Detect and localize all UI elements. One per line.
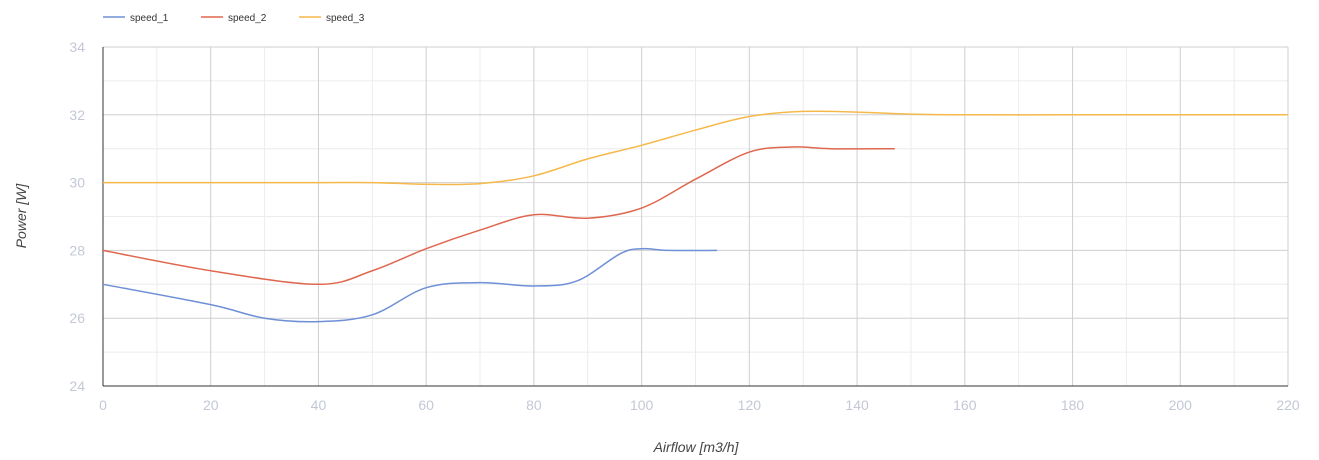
x-tick-label: 60 <box>418 397 434 413</box>
x-tick-label: 100 <box>630 397 654 413</box>
x-axis-title: Airflow [m3/h] <box>653 439 740 455</box>
y-tick-labels: 24 26 28 30 32 34 <box>69 39 85 394</box>
y-tick-label: 28 <box>69 242 85 258</box>
y-tick-label: 30 <box>69 175 85 191</box>
y-tick-label: 32 <box>69 107 85 123</box>
legend-label: speed_3 <box>326 13 365 24</box>
x-tick-label: 220 <box>1276 397 1300 413</box>
x-tick-label: 140 <box>845 397 869 413</box>
series-line-speed_1 <box>102 247 718 323</box>
legend-item-speed_1: speed_1 <box>103 13 169 24</box>
x-tick-label: 0 <box>99 397 107 413</box>
x-tick-label: 160 <box>953 397 977 413</box>
legend-label: speed_2 <box>228 13 267 24</box>
x-tick-label: 120 <box>738 397 762 413</box>
series-line-speed_2 <box>102 146 895 286</box>
x-tick-labels: 0 20 40 60 80 100 120 140 160 180 200 220 <box>99 397 1300 413</box>
y-tick-label: 24 <box>69 378 85 394</box>
x-tick-label: 40 <box>311 397 327 413</box>
legend-item-speed_3: speed_3 <box>299 13 365 24</box>
grid-minor <box>103 47 1288 386</box>
x-tick-label: 180 <box>1061 397 1085 413</box>
legend-label: speed_1 <box>130 13 169 24</box>
x-tick-label: 80 <box>526 397 542 413</box>
x-tick-label: 20 <box>203 397 219 413</box>
series-line-speed_3 <box>103 110 1288 186</box>
legend-item-speed_2: speed_2 <box>201 13 267 24</box>
legend: speed_1 speed_2 speed_3 <box>103 13 365 24</box>
y-tick-label: 34 <box>69 39 85 55</box>
x-tick-label: 200 <box>1169 397 1193 413</box>
y-axis-title: Power [W] <box>13 183 29 249</box>
axes <box>102 47 1288 387</box>
series-lines <box>102 110 1288 323</box>
y-tick-label: 26 <box>69 310 85 326</box>
